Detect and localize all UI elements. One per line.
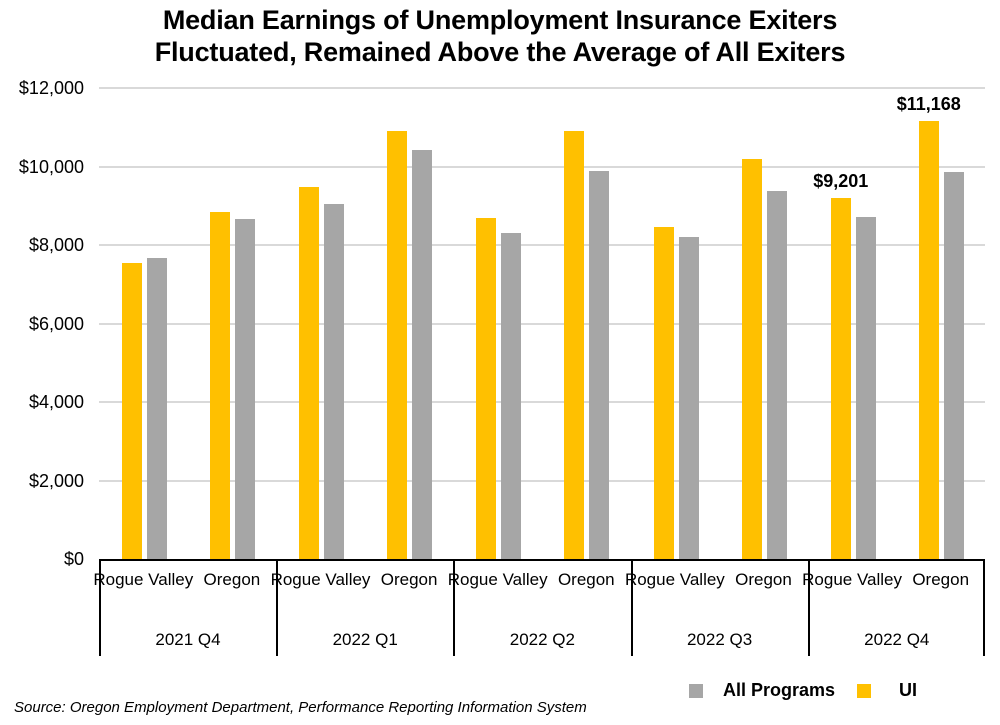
legend-label-all-programs: All Programs <box>723 680 836 700</box>
category-divider-3 <box>630 559 633 656</box>
bar-all-programs-2022-q4-oregon <box>943 171 964 559</box>
bar-ui-2022-q4-rogue-valley <box>830 197 851 559</box>
bar-all-programs-2022-q3-rogue-valley <box>678 237 699 559</box>
bar-ui-2022-q1-oregon <box>387 131 408 559</box>
bar-all-programs-2022-q1-oregon <box>412 150 433 559</box>
category-label-2022-q4-oregon: Oregon <box>912 570 970 589</box>
gridline-10000 <box>99 165 985 168</box>
x-axis-line <box>99 559 985 561</box>
bar-all-programs-2022-q2-oregon <box>589 170 610 559</box>
legend: All Programs UI <box>689 680 917 701</box>
category-label-2022-q2-oregon: Oregon <box>557 570 615 589</box>
y-tick-label-8000: $8,000 <box>28 235 84 255</box>
data-label-ui-2022-q4-oregon: $11,168 <box>896 93 961 114</box>
bar-all-programs-2021-q4-rogue-valley <box>147 257 167 559</box>
category-divider-5 <box>983 559 985 656</box>
bar-all-programs-2022-q4-rogue-valley <box>855 217 876 559</box>
legend-swatch-all-programs-icon <box>689 683 703 698</box>
bar-ui-2022-q3-oregon <box>741 158 762 559</box>
category-label-2022-q3-oregon: Oregon <box>735 570 792 589</box>
bar-all-programs-2022-q3-oregon <box>766 190 787 559</box>
gridline-6000 <box>99 322 985 325</box>
y-tick-label-0: $0 <box>63 549 84 569</box>
y-tick-label-10000: $10,000 <box>18 156 84 177</box>
chart-title: Median Earnings of Unemployment Insuranc… <box>154 5 846 67</box>
category-label-2022-q3-rogue-valley: Rogue Valley <box>624 570 725 589</box>
y-tick-label-6000: $6,000 <box>28 313 84 334</box>
gridline-2000 <box>99 479 985 482</box>
bar-ui-2022-q2-oregon <box>564 131 585 559</box>
category-label-2021-q4-oregon: Oregon <box>203 570 261 589</box>
legend-label-ui: UI <box>899 680 918 700</box>
quarter-label-2022-q4: 2022 Q4 <box>864 630 930 649</box>
category-divider-4 <box>807 559 810 656</box>
legend-swatch-ui-icon <box>857 683 872 698</box>
bar-ui-2022-q2-rogue-valley <box>476 217 497 559</box>
bar-ui-2022-q1-rogue-valley <box>299 187 320 559</box>
bar-ui-2022-q3-rogue-valley <box>653 227 674 559</box>
y-tick-label-12000: $12,000 <box>18 78 84 98</box>
bar-all-programs-2021-q4-oregon <box>235 219 255 559</box>
quarter-label-2021-q4: 2021 Q4 <box>155 630 221 649</box>
bar-all-programs-2022-q2-rogue-valley <box>501 232 522 559</box>
gridline-8000 <box>99 244 985 246</box>
quarter-label-2022-q2: 2022 Q2 <box>509 630 575 649</box>
y-tick-label-4000: $4,000 <box>28 392 84 412</box>
category-label-2022-q1-rogue-valley: Rogue Valley <box>270 570 371 589</box>
data-label-ui-2022-q4-rogue-valley: $9,201 <box>813 170 869 191</box>
category-label-2022-q1-oregon: Oregon <box>380 570 438 589</box>
quarter-label-2022-q1: 2022 Q1 <box>332 630 398 649</box>
source-note: Source: Oregon Employment Department, Pe… <box>14 699 587 716</box>
bar-all-programs-2022-q1-rogue-valley <box>324 203 345 559</box>
gridline-4000 <box>99 401 985 403</box>
category-label-2022-q4-rogue-valley: Rogue Valley <box>802 570 903 589</box>
category-label-2021-q4-rogue-valley: Rogue Valley <box>93 570 194 589</box>
category-label-2022-q2-rogue-valley: Rogue Valley <box>447 570 548 589</box>
y-tick-label-2000: $2,000 <box>28 470 84 491</box>
bar-ui-2021-q4-oregon <box>210 212 230 559</box>
category-divider-0 <box>99 559 101 656</box>
gridline-12000 <box>99 87 985 89</box>
bar-ui-2021-q4-rogue-valley <box>122 262 142 559</box>
quarter-label-2022-q3: 2022 Q3 <box>686 630 753 649</box>
bar-ui-2022-q4-oregon <box>918 120 939 559</box>
category-divider-1 <box>276 559 279 656</box>
category-divider-2 <box>453 559 456 656</box>
